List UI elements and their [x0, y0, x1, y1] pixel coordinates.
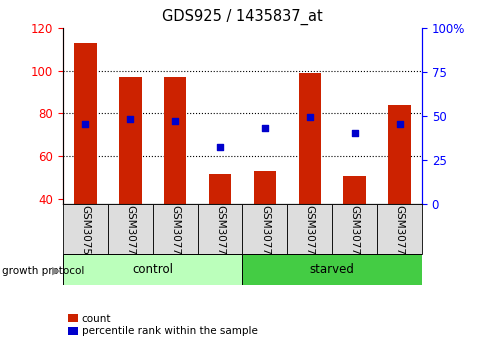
Text: GSM30773: GSM30773 — [214, 205, 225, 262]
Point — [81, 122, 89, 127]
Title: GDS925 / 1435837_at: GDS925 / 1435837_at — [162, 9, 322, 25]
Bar — [388, 105, 410, 204]
Bar — [242, 254, 421, 285]
Bar — [376, 204, 421, 254]
Bar — [119, 77, 141, 204]
Bar — [74, 43, 96, 204]
Text: growth protocol: growth protocol — [2, 266, 85, 276]
Point — [171, 118, 179, 124]
Text: control: control — [132, 263, 173, 276]
Point — [395, 122, 403, 127]
Point — [350, 130, 358, 136]
Bar — [152, 204, 197, 254]
Bar — [343, 176, 365, 204]
Point — [305, 115, 313, 120]
Bar — [197, 204, 242, 254]
Text: GSM30777: GSM30777 — [393, 205, 404, 262]
Bar — [164, 77, 186, 204]
Legend: count, percentile rank within the sample: count, percentile rank within the sample — [68, 314, 257, 336]
Bar — [332, 204, 376, 254]
Text: GSM30776: GSM30776 — [349, 205, 359, 262]
Text: GSM30775: GSM30775 — [304, 205, 314, 262]
Text: GSM30772: GSM30772 — [170, 205, 180, 262]
Bar — [63, 204, 107, 254]
Text: starved: starved — [309, 263, 354, 276]
Point — [216, 145, 224, 150]
Bar — [63, 254, 242, 285]
Text: GSM30771: GSM30771 — [125, 205, 135, 262]
Bar — [287, 204, 332, 254]
Bar — [209, 174, 231, 204]
Text: GSM30759: GSM30759 — [80, 205, 91, 262]
Text: ▶: ▶ — [51, 266, 60, 276]
Bar — [298, 73, 320, 204]
Point — [260, 125, 268, 131]
Text: GSM30774: GSM30774 — [259, 205, 270, 262]
Point — [126, 116, 134, 122]
Bar — [107, 204, 152, 254]
Bar — [242, 204, 287, 254]
Bar — [253, 171, 275, 204]
